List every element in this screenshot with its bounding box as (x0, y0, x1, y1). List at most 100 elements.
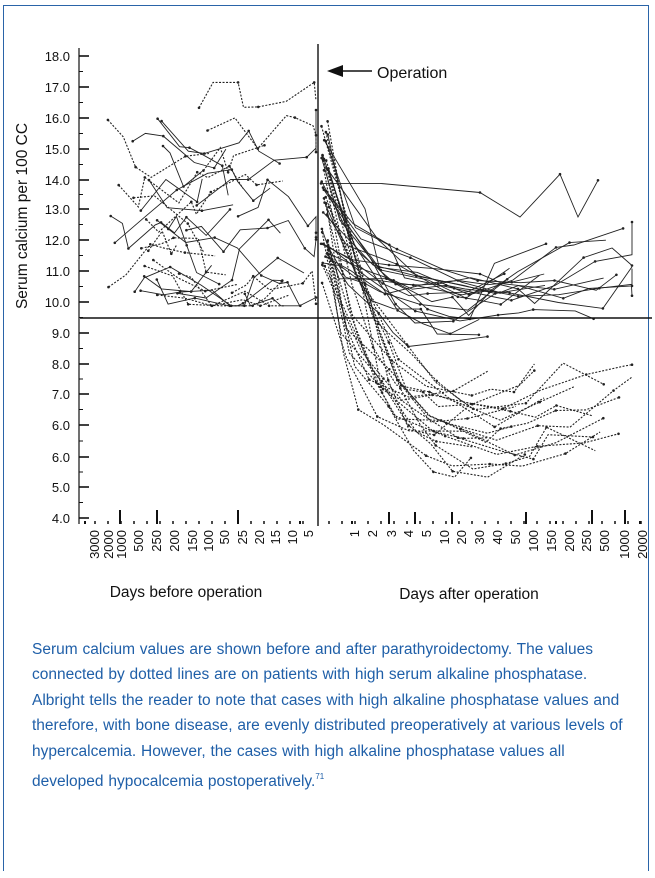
patient-series-line (322, 155, 473, 436)
data-point (267, 218, 270, 222)
x-tick-label: 1000 (114, 530, 129, 559)
x-axis-title-after: Days after operation (399, 586, 539, 603)
y-tick-label: 12.0 (45, 233, 70, 248)
patient-series-line (327, 249, 488, 439)
patient-series-line (325, 160, 633, 410)
patient-series-line (326, 241, 535, 396)
data-point (555, 404, 558, 407)
patient-series-line (321, 264, 593, 418)
data-point (326, 239, 330, 242)
patient-series-line (161, 120, 280, 164)
data-point (630, 220, 634, 224)
data-point (204, 289, 207, 293)
data-point (503, 272, 506, 276)
data-point (217, 282, 221, 286)
data-point (621, 227, 625, 230)
y-tick-labels: 4.0 5.0 6.0 6.0 7.0 8.0 9.0 10.0 11.0 12.0 13.0 14.… (45, 49, 70, 526)
data-point (212, 166, 216, 170)
data-point (160, 119, 163, 123)
data-point (324, 189, 328, 193)
data-point (554, 246, 558, 249)
y-tick-label: 18.0 (45, 49, 70, 64)
data-point (206, 129, 209, 132)
data-point (276, 256, 280, 260)
data-point (134, 165, 137, 169)
patient-series-line (162, 145, 203, 188)
data-point (374, 381, 378, 384)
data-point (314, 236, 318, 239)
patient-series-line (157, 290, 285, 307)
data-point (493, 425, 496, 429)
data-point (367, 378, 371, 381)
data-point (382, 377, 385, 380)
data-point (357, 408, 360, 411)
patient-series-line (327, 168, 512, 434)
data-point (469, 456, 473, 460)
data-point (426, 292, 429, 295)
data-point (448, 332, 452, 336)
y-tick-label: 5.0 (52, 480, 70, 495)
data-point (496, 313, 500, 317)
data-point (293, 116, 297, 119)
data-point (456, 295, 460, 299)
x-tick-labels-after: 1 2 3 4 5 10 20 30 40 50 100 150 200 250 500 1000 2000 (347, 530, 650, 559)
data-point (170, 252, 173, 256)
data-point (222, 250, 225, 253)
data-point (488, 462, 492, 466)
data-point (314, 150, 318, 154)
data-point (322, 158, 325, 162)
data-point (324, 255, 327, 258)
data-point (476, 279, 480, 282)
y-tick-label: 14.0 (45, 173, 70, 188)
patient-series-line (325, 190, 633, 299)
patient-series-line (325, 203, 633, 441)
data-point (303, 247, 307, 250)
data-point (306, 224, 310, 228)
data-point (545, 425, 548, 429)
data-point (322, 197, 326, 200)
data-point (312, 81, 316, 84)
caption-reference: 71 (315, 772, 325, 782)
data-point (117, 183, 120, 187)
x-tick-label: 30 (472, 530, 487, 544)
patient-series-line (326, 168, 633, 297)
data-point (443, 434, 447, 438)
y-tick-label: 10.0 (45, 295, 70, 310)
data-point (558, 172, 562, 176)
data-point (247, 129, 250, 133)
data-point (195, 170, 199, 174)
data-point (260, 274, 263, 277)
x-tick-label: 150 (544, 530, 559, 552)
data-point (185, 228, 188, 232)
data-point (299, 304, 302, 308)
x-tick-label: 10 (285, 530, 300, 544)
data-point (371, 346, 375, 349)
data-point (379, 385, 383, 389)
patient-series-line (177, 219, 281, 299)
data-point (106, 118, 110, 122)
data-point (452, 319, 455, 323)
data-point (439, 419, 443, 422)
data-point (324, 159, 328, 162)
data-point (314, 133, 318, 137)
patient-series-line (237, 179, 317, 238)
data-point (314, 108, 318, 112)
data-point (167, 227, 170, 231)
data-point (451, 470, 454, 473)
data-point (444, 284, 448, 287)
patient-series-line (321, 181, 633, 305)
y-tick-label: 4.0 (52, 511, 70, 526)
data-point (593, 260, 597, 263)
data-point (428, 390, 431, 394)
data-point (271, 297, 274, 300)
data-point (516, 295, 520, 298)
data-point (421, 390, 425, 394)
data-point (553, 288, 556, 291)
data-point (452, 287, 456, 290)
data-point (504, 462, 508, 465)
data-point (221, 164, 224, 167)
patient-series-line (323, 189, 497, 324)
data-point (510, 299, 513, 302)
data-point (144, 218, 148, 221)
